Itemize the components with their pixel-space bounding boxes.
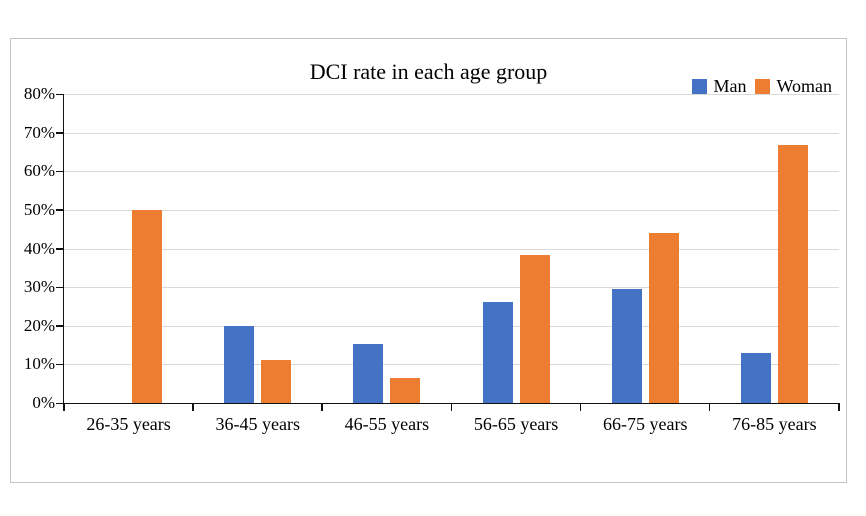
- category-group-26-35-years: 26-35 years: [64, 94, 193, 434]
- y-tick-mark-0: [56, 402, 64, 404]
- bar-woman-36-45-years: [261, 360, 292, 403]
- bar-man-76-85-years: [740, 352, 771, 403]
- x-axis-label-36-45-years: 36-45 years: [215, 414, 300, 434]
- bar-woman-46-55-years: [390, 377, 421, 403]
- gridline-10: [64, 364, 839, 366]
- y-axis-label-0: 0%: [32, 393, 55, 412]
- x-axis-label-76-85-years: 76-85 years: [732, 414, 817, 434]
- legend-label: Man: [713, 76, 747, 96]
- y-tick-mark-80: [56, 93, 64, 95]
- bar-pair: [581, 94, 710, 403]
- bar-man-36-45-years: [224, 325, 255, 403]
- x-axis-label-26-35-years: 26-35 years: [86, 414, 171, 434]
- y-tick-mark-60: [56, 170, 64, 173]
- category-group-36-45-years: 36-45 years: [193, 94, 322, 434]
- x-tick-mark-3: [450, 403, 452, 411]
- legend-item-woman: Woman: [755, 76, 832, 97]
- chart-title: DCI rate in each age group: [309, 59, 548, 84]
- bar-pair: [64, 94, 193, 403]
- gridline-80: [64, 94, 839, 95]
- bar-pair: [193, 94, 322, 403]
- gridline-60: [64, 171, 839, 173]
- legend-label: Woman: [776, 76, 832, 96]
- x-tick-mark-1: [192, 403, 194, 411]
- gridline-20: [64, 325, 839, 327]
- x-tick-mark-0: [63, 403, 65, 411]
- y-axis-label-30: 30%: [23, 277, 55, 297]
- x-axis-label-66-75-years: 66-75 years: [602, 414, 688, 434]
- gridline-30: [64, 287, 839, 289]
- x-tick-mark-4: [579, 403, 582, 411]
- x-tick-mark-5: [708, 403, 711, 411]
- y-axis-label-70: 70%: [23, 122, 55, 142]
- y-axis-label-50: 50%: [23, 199, 55, 219]
- legend: Man Woman: [692, 76, 832, 97]
- y-tick-mark-50: [56, 209, 64, 211]
- y-tick-mark-10: [56, 363, 64, 366]
- y-tick-mark-30: [56, 286, 64, 289]
- chart-panel: DCI rate in each age group Man Woman 0% 10…: [10, 38, 847, 483]
- category-group-56-65-years: 56-65 years: [452, 94, 581, 434]
- category-group-76-85-years: 76-85 years: [710, 94, 839, 434]
- category-group-46-55-years: 46-55 years: [322, 94, 451, 434]
- x-tick-mark-6: [838, 403, 840, 411]
- bar-man-56-65-years: [482, 301, 513, 403]
- x-tick-mark-2: [321, 403, 323, 411]
- y-axis-label-10: 10%: [23, 354, 55, 374]
- x-axis-label-46-55-years: 46-55 years: [344, 414, 430, 434]
- bar-pair: [322, 94, 451, 403]
- y-tick-mark-20: [56, 325, 64, 327]
- bar-man-66-75-years: [611, 289, 642, 403]
- y-axis-label-80: 80%: [23, 84, 55, 103]
- gridline-70: [64, 132, 839, 134]
- bar-woman-56-65-years: [519, 255, 550, 403]
- y-axis-label-20: 20%: [23, 315, 55, 335]
- y-axis-label-40: 40%: [23, 238, 55, 258]
- bar-man-46-55-years: [353, 344, 384, 403]
- y-tick-mark-40: [56, 248, 64, 250]
- bar-woman-26-35-years: [132, 209, 163, 403]
- legend-swatch-woman: [755, 79, 771, 94]
- bar-pair: [710, 94, 839, 403]
- gridline-40: [64, 248, 839, 250]
- bar-woman-76-85-years: [777, 145, 808, 403]
- legend-item-man: Man: [692, 76, 746, 97]
- bar-pair: [452, 94, 581, 403]
- category-group-66-75-years: 66-75 years: [581, 94, 710, 434]
- bar-woman-66-75-years: [648, 232, 679, 403]
- y-tick-mark-70: [56, 132, 64, 134]
- plot-area: 0% 10% 20% 30% 40% 50% 60% 70% 80% 26-35 years 36-…: [24, 85, 840, 434]
- x-axis-label-56-65-years: 56-65 years: [473, 414, 559, 434]
- legend-swatch-man: [692, 79, 708, 94]
- gridline-50: [64, 209, 839, 211]
- y-axis-label-60: 60%: [23, 161, 55, 181]
